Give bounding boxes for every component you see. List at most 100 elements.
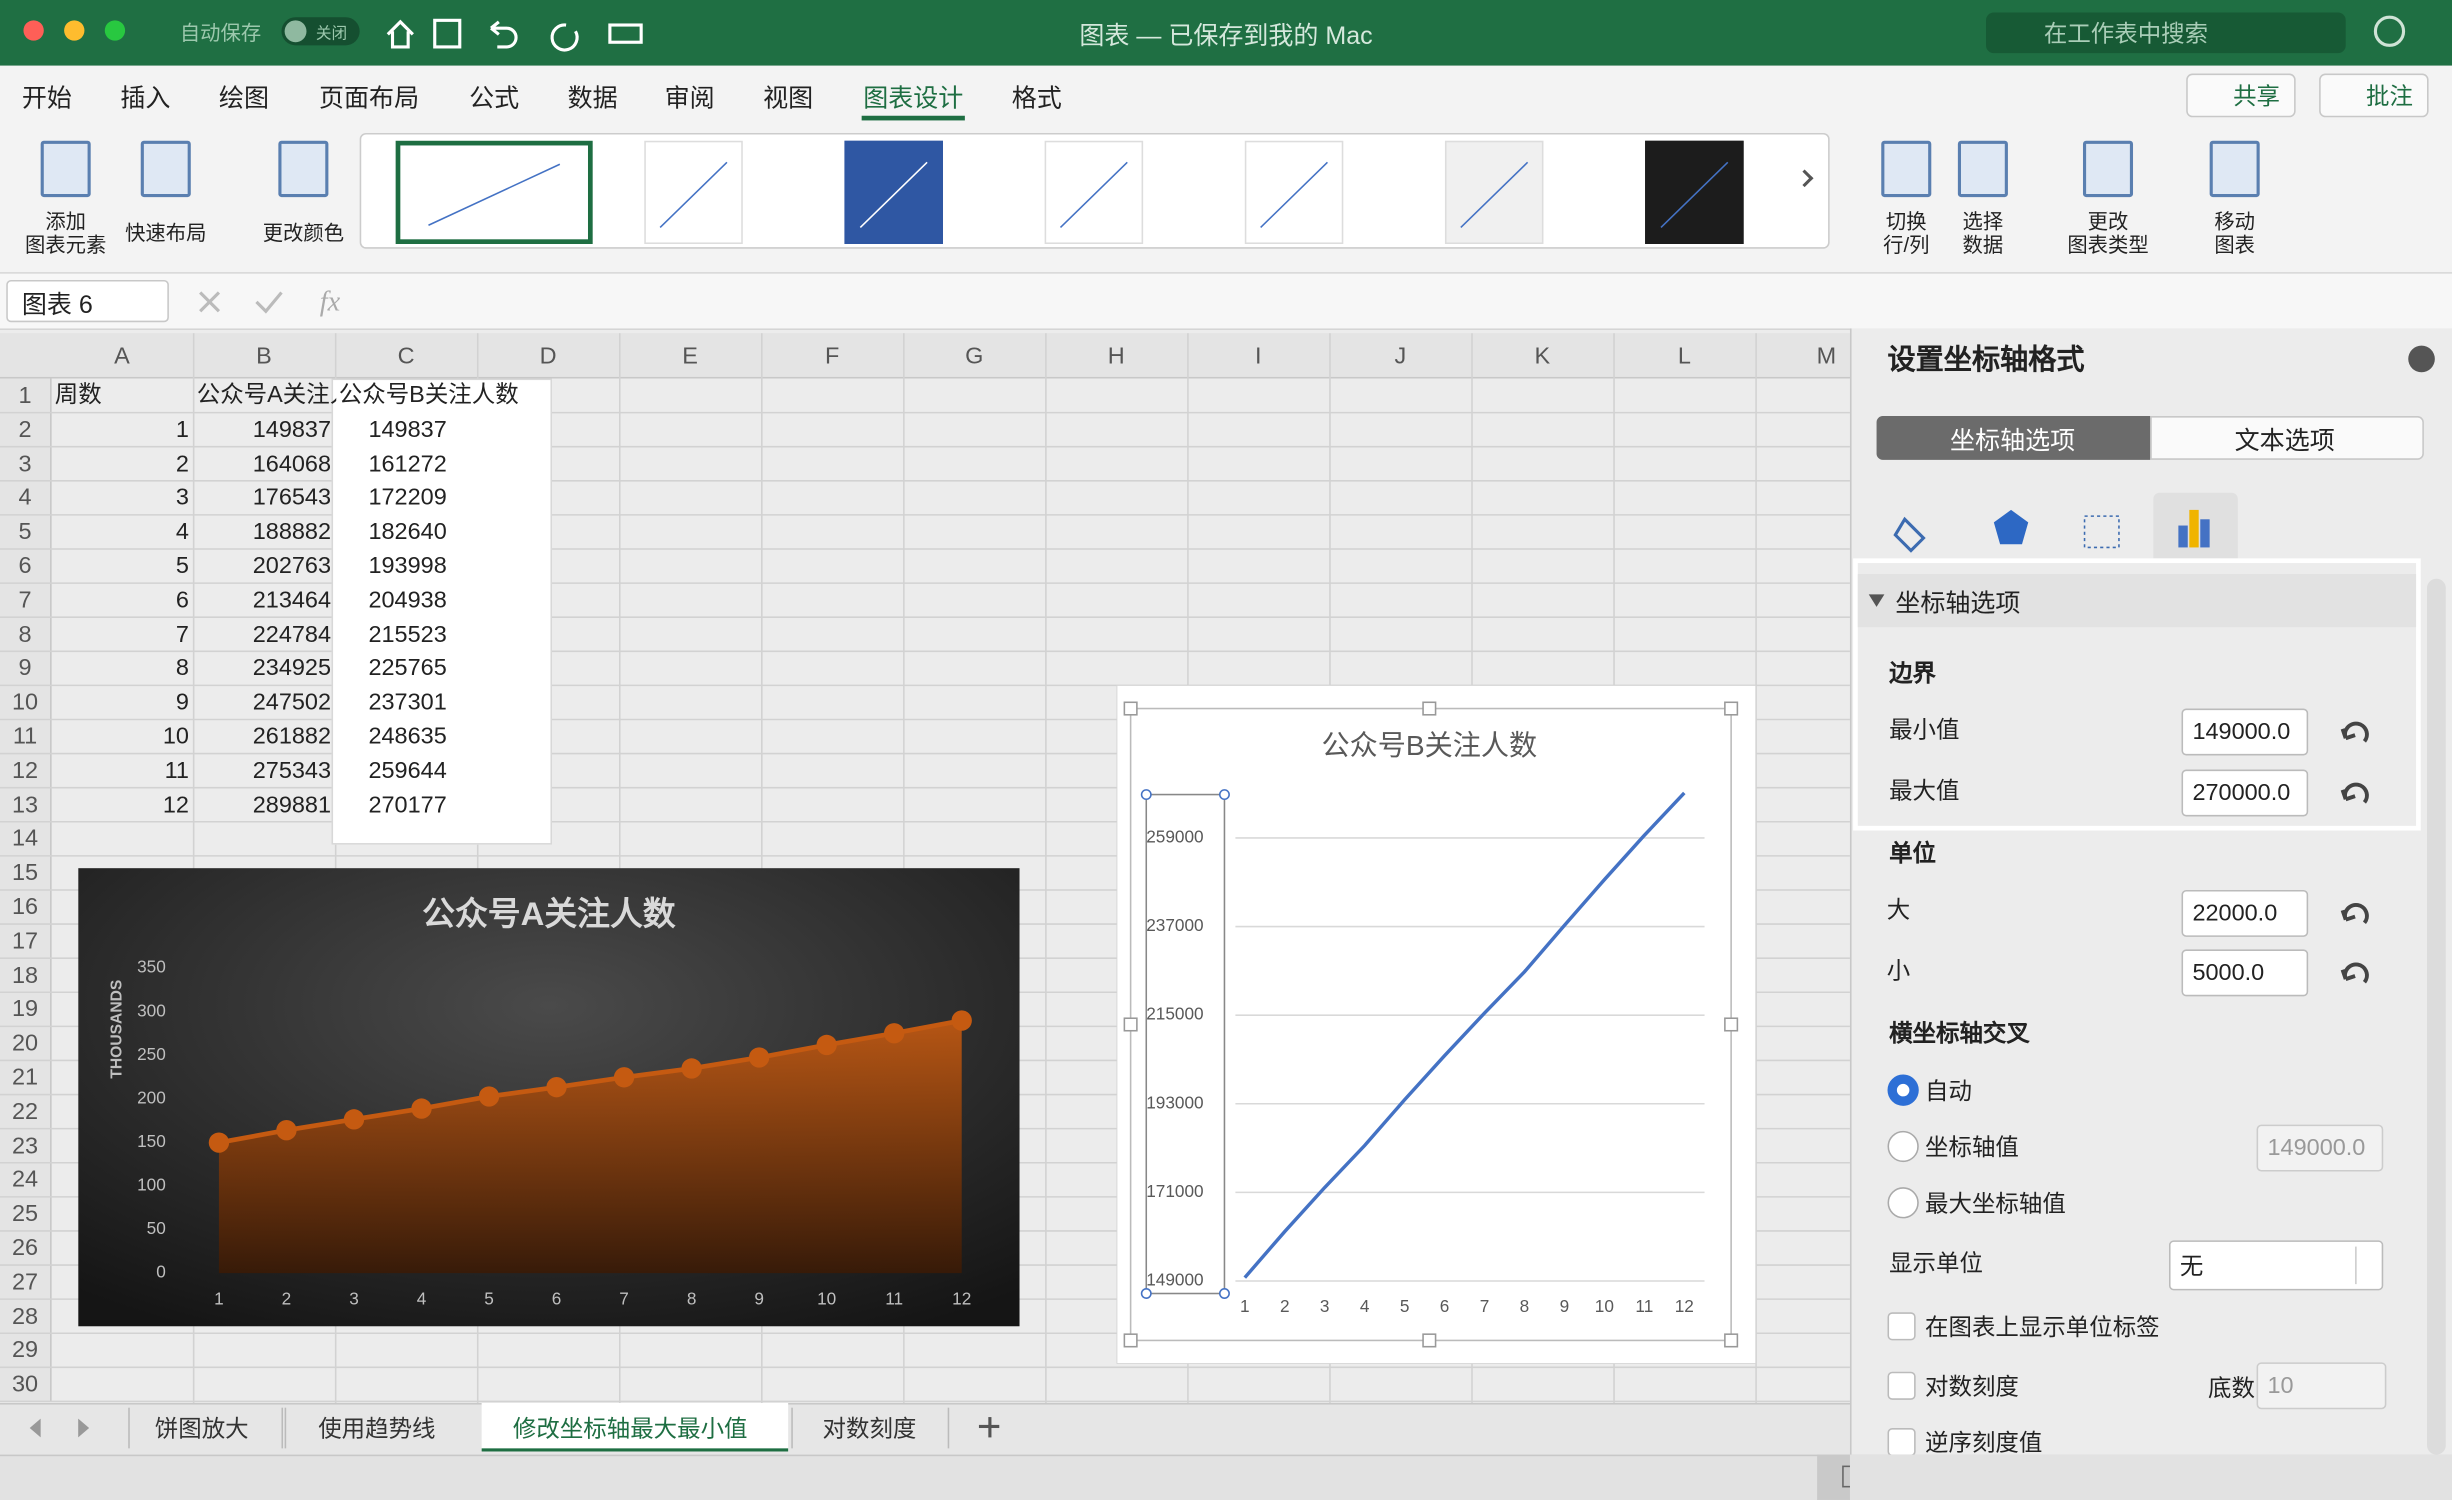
column-header[interactable]: A [114, 343, 130, 370]
row-header[interactable]: 26 [11, 1234, 39, 1262]
cell[interactable]: 225765 [368, 655, 447, 682]
cell[interactable]: 8 [175, 655, 189, 682]
radio-label[interactable]: 坐标轴值 [1925, 1134, 2019, 1162]
checkbox[interactable] [1887, 1312, 1916, 1341]
row-header[interactable]: 4 [18, 484, 32, 512]
ribbon-tab[interactable]: 页面布局 [319, 86, 420, 113]
sheet-tab[interactable]: 对数刻度 [822, 1416, 917, 1443]
ribbon-button-label[interactable]: 更改颜色 [262, 221, 345, 245]
cell[interactable]: 7 [175, 621, 189, 648]
ribbon-tab[interactable]: 公式 [469, 86, 520, 113]
cell[interactable]: 1 [175, 416, 189, 444]
share-button[interactable] [2186, 73, 2296, 118]
row-header[interactable]: 11 [12, 723, 38, 750]
ribbon-button-label[interactable]: 选择 数据 [1962, 209, 2004, 257]
row-header[interactable]: 10 [11, 689, 39, 716]
radio-label[interactable]: 最大坐标轴值 [1925, 1191, 2066, 1218]
ribbon-tab[interactable]: 格式 [1011, 86, 1062, 113]
column-header[interactable]: G [965, 343, 984, 370]
ribbon-button-icon[interactable] [2209, 140, 2260, 198]
row-header[interactable]: 3 [18, 450, 32, 478]
ribbon-button-label[interactable]: 快速布局 [125, 221, 207, 245]
radio-label[interactable]: 自动 [1925, 1078, 1972, 1106]
chart-style-thumbnail[interactable] [1444, 140, 1544, 244]
ribbon-button-icon[interactable] [1957, 140, 2008, 198]
row-header[interactable]: 1 [18, 382, 32, 410]
ribbon-button-icon[interactable] [2082, 140, 2134, 198]
radio-button[interactable] [1887, 1074, 1919, 1106]
section-title[interactable]: 坐标轴选项 [1895, 591, 2021, 618]
row-header[interactable]: 6 [18, 552, 32, 580]
text-input[interactable] [2181, 889, 2309, 937]
cell[interactable]: 10 [162, 723, 189, 750]
search-box[interactable] [1986, 12, 2346, 54]
ribbon-button-label[interactable]: 更改 图表类型 [2067, 209, 2149, 257]
cell[interactable]: 11 [164, 757, 189, 785]
cell[interactable]: 289881 [252, 791, 332, 819]
comments-button[interactable] [2319, 73, 2429, 118]
row-header[interactable]: 15 [11, 859, 39, 887]
cell[interactable]: 12 [162, 791, 189, 819]
pane-close[interactable] [2408, 345, 2435, 373]
column-header[interactable]: M [1816, 343, 1837, 370]
cell[interactable]: 9 [175, 689, 189, 716]
cell[interactable]: 6 [175, 587, 189, 614]
ribbon-tab[interactable]: 开始 [21, 86, 72, 113]
checkbox-label[interactable]: 在图表上显示单位标签 [1925, 1314, 2160, 1342]
ribbon-tab[interactable]: 图表设计 [863, 86, 964, 113]
name-box[interactable] [6, 279, 169, 323]
row-header[interactable]: 2 [18, 416, 32, 444]
cell[interactable]: 224784 [252, 621, 332, 648]
ribbon-button-label[interactable]: 添加 图表元素 [25, 209, 107, 257]
column-header[interactable]: H [1107, 343, 1125, 370]
row-header[interactable]: 8 [18, 621, 32, 648]
ribbon-tab[interactable]: 审阅 [664, 86, 715, 113]
column-header[interactable]: K [1534, 343, 1551, 370]
row-header[interactable]: 23 [11, 1132, 39, 1160]
chart-style-thumbnail[interactable] [844, 140, 943, 244]
row-header[interactable]: 5 [18, 518, 32, 546]
cell[interactable]: 270177 [368, 791, 447, 819]
cell[interactable]: 2 [175, 450, 189, 478]
row-header[interactable]: 24 [11, 1166, 39, 1194]
cell[interactable]: 215523 [368, 621, 447, 648]
cell[interactable]: 172209 [368, 484, 447, 512]
close-button[interactable] [23, 20, 44, 41]
checkbox[interactable] [1887, 1371, 1916, 1400]
row-header[interactable]: 13 [11, 791, 39, 819]
pane-scrollbar[interactable] [2427, 578, 2446, 1455]
cell[interactable]: 176543 [252, 484, 332, 512]
row-header[interactable]: 16 [11, 893, 39, 921]
cell[interactable]: 259644 [368, 757, 447, 785]
checkbox[interactable] [1887, 1428, 1916, 1457]
cell[interactable]: 261882 [252, 723, 332, 750]
row-header[interactable]: 27 [11, 1268, 39, 1296]
cell[interactable]: 149837 [252, 416, 332, 444]
chart-style-thumbnail[interactable] [395, 140, 593, 244]
ribbon-button-label[interactable]: 切换 行/列 [1883, 209, 1930, 257]
text-input[interactable] [2181, 949, 2309, 997]
ribbon-button-icon[interactable] [140, 140, 191, 198]
ribbon-button-icon[interactable] [1881, 140, 1932, 198]
cell[interactable]: 237301 [368, 689, 447, 716]
column-header[interactable]: C [397, 343, 415, 370]
cell[interactable]: 204938 [368, 587, 447, 614]
zoom-button[interactable] [104, 20, 126, 41]
row-header[interactable]: 18 [11, 962, 39, 989]
ribbon-tab[interactable]: 数据 [567, 86, 618, 113]
row-header[interactable]: 30 [11, 1371, 39, 1398]
minimize-button[interactable] [64, 20, 85, 41]
row-header[interactable]: 7 [18, 587, 32, 614]
cell[interactable]: 193998 [368, 552, 447, 580]
pane-tab-label[interactable]: 文本选项 [2234, 428, 2335, 456]
chart-style-thumbnail[interactable] [1645, 140, 1744, 244]
column-header[interactable]: B [256, 343, 272, 370]
sheet-tab[interactable]: 修改坐标轴最大最小值 [512, 1416, 748, 1443]
cell[interactable]: 275343 [252, 757, 332, 785]
checkbox-label[interactable]: 对数刻度 [1925, 1374, 2019, 1401]
cell[interactable]: 161272 [368, 450, 447, 478]
row-header[interactable]: 25 [11, 1200, 39, 1228]
row-header[interactable]: 28 [11, 1303, 39, 1330]
cell[interactable]: 4 [175, 518, 189, 546]
row-header[interactable]: 19 [11, 996, 39, 1023]
